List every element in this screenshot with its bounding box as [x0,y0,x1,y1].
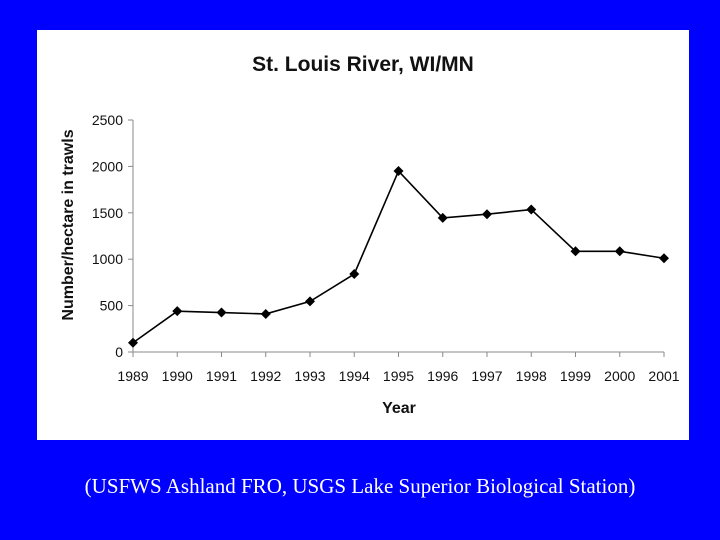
data-point-marker [128,337,138,348]
x-tick-label: 1999 [560,368,591,384]
y-tick-label: 500 [100,298,124,314]
data-point-marker [216,307,227,318]
y-axis-label: Number/hectare in trawls [60,129,77,320]
chart-panel: St. Louis River, WI/MN Number/hectare in… [37,30,689,440]
x-axis-label: Year [382,400,416,417]
data-point-marker [260,308,271,319]
x-tick-label: 1992 [250,368,281,384]
series-line [132,169,665,344]
data-point-marker [393,166,404,177]
data-point-marker [349,269,360,280]
x-tick-label: 1991 [206,368,237,384]
x-tick-label: 1997 [471,368,502,384]
y-tick-label: 2000 [92,158,123,174]
y-tick-label: 1500 [92,205,123,221]
x-tick-label: 1998 [516,368,547,384]
data-point-marker [482,209,492,220]
data-point-marker [659,253,669,264]
y-tick-label: 0 [115,344,123,360]
x-tick-label: 2000 [604,368,635,384]
x-tick-label: 1994 [339,368,370,384]
data-point-marker [172,306,183,317]
data-point-marker [614,246,625,257]
data-point-marker [437,212,448,223]
source-caption: (USFWS Ashland FRO, USGS Lake Superior B… [84,474,636,498]
x-tick-label: 1995 [383,368,414,384]
plot-area: 0 500 1000 1500 2000 2500 1989 1990 1991 1992 1993… [92,112,680,384]
line-chart: St. Louis River, WI/MN Number/hectare in… [60,53,680,417]
y-tick-label: 2500 [92,112,123,128]
chart-title: St. Louis River, WI/MN [252,53,474,76]
x-tick-label: 1989 [117,368,148,384]
data-point-marker [570,246,581,257]
x-tick-label: 1996 [427,368,458,384]
data-point-marker [305,296,315,307]
x-tick-label: 1990 [162,368,193,384]
x-tick-label: 2001 [648,368,679,384]
y-tick-label: 1000 [92,251,123,267]
x-tick-label: 1993 [294,368,325,384]
data-point-marker [526,204,537,215]
